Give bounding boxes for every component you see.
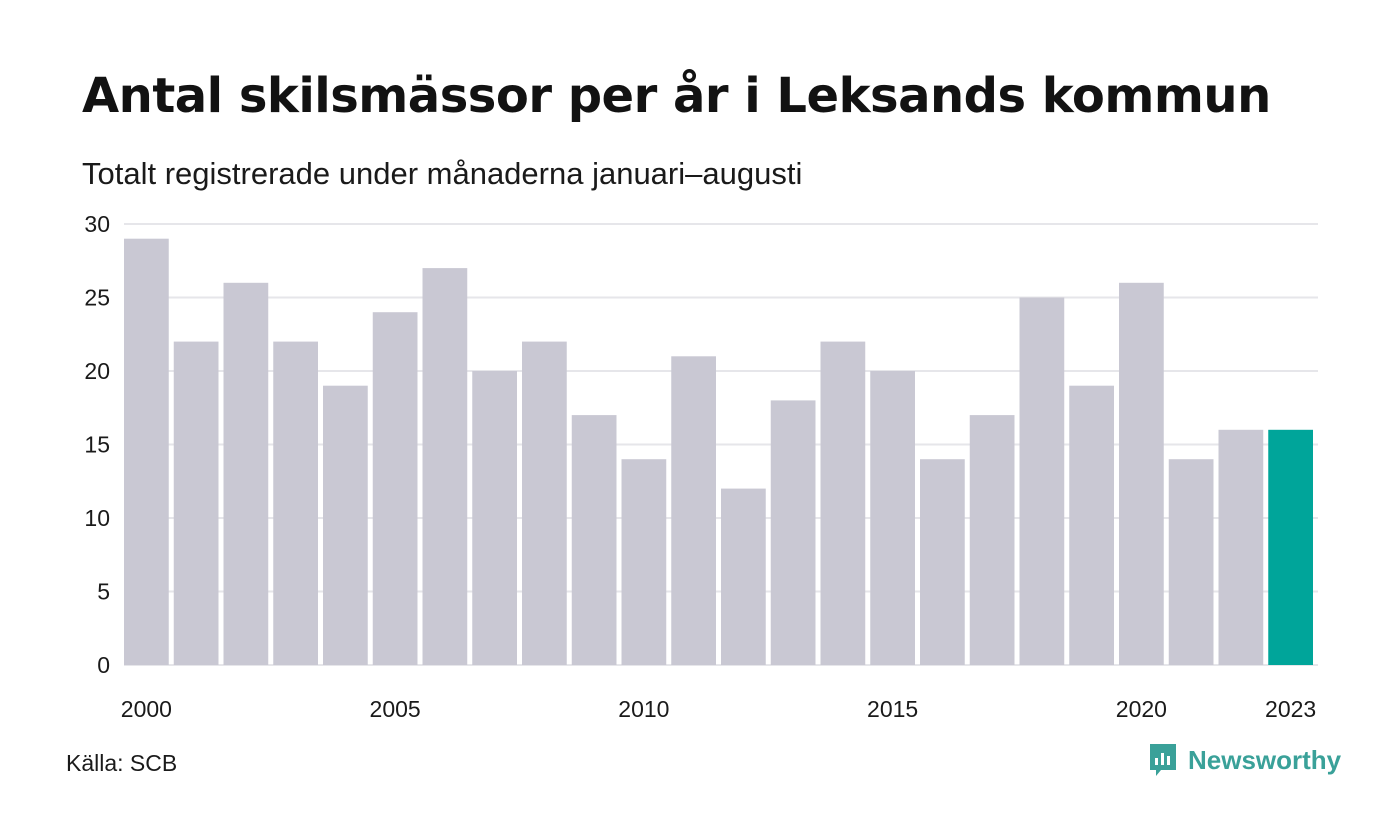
x-axis-ticks: 2000 2005 2010 2015 2020 2023 <box>121 696 1316 722</box>
bar-2013 <box>770 400 816 665</box>
x-tick-label: 2023 <box>1265 696 1316 722</box>
bar-2011 <box>671 356 716 665</box>
bar-2005 <box>372 312 418 665</box>
bar-2010 <box>621 459 667 665</box>
x-tick-label: 2010 <box>618 696 669 722</box>
bar-2023 <box>1268 429 1313 665</box>
y-tick-label: 25 <box>84 285 110 311</box>
bar-2004 <box>323 385 368 665</box>
bar-2001 <box>173 341 219 665</box>
chart-subtitle: Totalt registrerade under månaderna janu… <box>82 156 803 191</box>
x-tick-label: 2000 <box>121 696 172 722</box>
bar-2015 <box>870 371 915 665</box>
y-tick-label: 5 <box>97 579 110 605</box>
x-tick-label: 2005 <box>370 696 421 722</box>
bar-2018 <box>1019 297 1065 665</box>
brand-name: Newsworthy <box>1188 744 1342 775</box>
x-tick-label: 2020 <box>1116 696 1167 722</box>
bar-2008 <box>522 341 567 665</box>
chart-bar-icon <box>1150 744 1176 776</box>
bar-2006 <box>422 268 468 665</box>
y-tick-label: 20 <box>84 358 110 384</box>
bar-2014 <box>820 341 866 665</box>
bar-2009 <box>571 415 617 665</box>
chart-title: Antal skilsmässor per år i Leksands komm… <box>82 68 1271 124</box>
y-tick-label: 0 <box>97 652 110 678</box>
y-axis-ticks: 0 5 10 15 20 25 30 <box>84 211 110 678</box>
bar-2000 <box>124 238 169 665</box>
bar-2017 <box>969 415 1015 665</box>
source-label: Källa: SCB <box>66 750 178 776</box>
x-tick-label: 2015 <box>867 696 918 722</box>
bar-2012 <box>721 488 766 665</box>
bar-2003 <box>273 341 318 665</box>
bar-2022 <box>1218 429 1264 665</box>
bar-2002 <box>223 282 269 665</box>
bar-2019 <box>1069 385 1114 665</box>
bar-2016 <box>920 459 965 665</box>
y-tick-label: 10 <box>84 505 110 531</box>
bar-2021 <box>1168 459 1214 665</box>
bar-2020 <box>1119 282 1164 665</box>
y-tick-label: 15 <box>84 432 110 458</box>
y-tick-label: 30 <box>84 211 110 237</box>
bar-2007 <box>472 371 517 665</box>
bars <box>124 238 1313 665</box>
brand-logo: Newsworthy <box>1148 742 1341 778</box>
